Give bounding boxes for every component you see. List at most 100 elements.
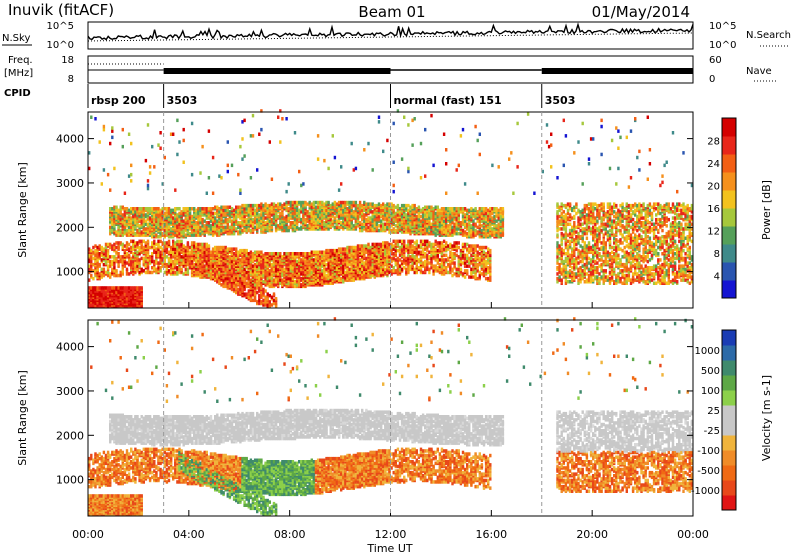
power-cell [155,207,158,211]
power-cell [121,127,124,132]
power-cell [384,244,387,248]
power-cell [146,262,150,267]
power-cell [157,266,160,270]
power-cell [371,168,374,172]
power-cell [319,210,322,214]
power-cell [100,273,103,278]
power-cell [123,248,127,253]
power-cell [207,230,211,234]
power-cell [367,216,370,220]
power-cell [396,222,400,226]
power-cell [157,143,160,147]
power-cell [243,118,246,123]
power-cell [346,270,349,275]
power-cell [121,213,124,217]
power-cell [104,253,108,258]
power-cell [220,205,223,209]
power-cell [298,278,301,282]
power-cell [117,262,120,267]
power-cell [260,202,263,206]
power-cell [182,160,185,164]
power-cell [327,200,330,205]
power-cell [138,224,141,228]
power-cell [117,241,120,245]
power-cell [256,286,259,290]
power-cell [161,224,164,228]
power-cell [350,273,353,278]
power-cell [125,216,129,220]
power-cell [283,224,286,228]
power-cell [241,210,244,214]
power-cell [180,239,183,244]
power-cell [287,281,290,285]
power-cell [125,244,129,248]
power-cell [237,214,240,219]
power-cell [138,252,141,256]
power-cell [209,207,213,211]
power-cell [325,200,328,205]
power-cell [396,219,400,223]
power-cell [264,252,267,256]
power-cell [102,247,106,251]
power-cell [243,248,246,253]
power-cell [125,255,129,259]
power-cell [379,219,383,223]
power-cell [337,207,341,211]
power-cell [142,245,145,250]
power-cell [329,221,332,225]
power-cell [121,286,124,290]
power-cell [201,217,204,222]
power-cell [239,269,242,273]
power-cell [300,276,303,281]
noise-right-tick-top: 10^5 [709,21,736,32]
power-cell [216,205,219,209]
noise-left-tick-bottom: 10^0 [47,40,74,51]
power-cell [384,222,387,226]
power-cell [201,144,204,149]
power-cell [142,248,145,253]
power-cell [111,129,114,133]
power-cell [342,200,345,205]
power-cell [201,242,204,247]
power-cell [155,259,158,264]
power-cell [153,214,156,219]
power-cell [140,244,143,248]
power-cell [94,253,97,258]
power-cell [121,255,124,259]
power-cell [167,207,171,211]
power-cell [346,221,349,225]
power-cell [184,227,187,231]
power-cell [335,202,339,206]
power-cell [92,256,95,261]
power-cell [291,266,295,270]
power-cell [92,250,95,254]
power-cell [98,140,101,144]
power-cell [394,269,397,273]
power-cell [159,239,162,244]
power-cell [396,239,400,244]
power-cell [159,269,162,273]
power-cell [268,203,271,208]
power-cell [382,202,385,206]
power-cell [264,303,267,307]
power-cell [146,239,150,244]
power-cell [111,126,114,130]
power-cell [314,267,318,272]
power-cell [111,135,114,140]
power-cell [302,182,305,186]
power-cell [115,269,118,273]
power-cell [88,286,91,290]
power-cell [102,127,106,132]
power-cell [327,266,330,270]
power-cell [148,171,152,175]
power-cell [371,273,374,278]
power-cell [140,207,143,211]
power-cell [138,261,141,265]
power-cell [176,242,179,247]
power-cell [342,278,345,282]
power-cell [377,258,381,262]
power-cell [361,216,364,220]
power-cell [323,270,326,275]
power-cell [398,258,402,262]
power-cell [115,245,118,250]
